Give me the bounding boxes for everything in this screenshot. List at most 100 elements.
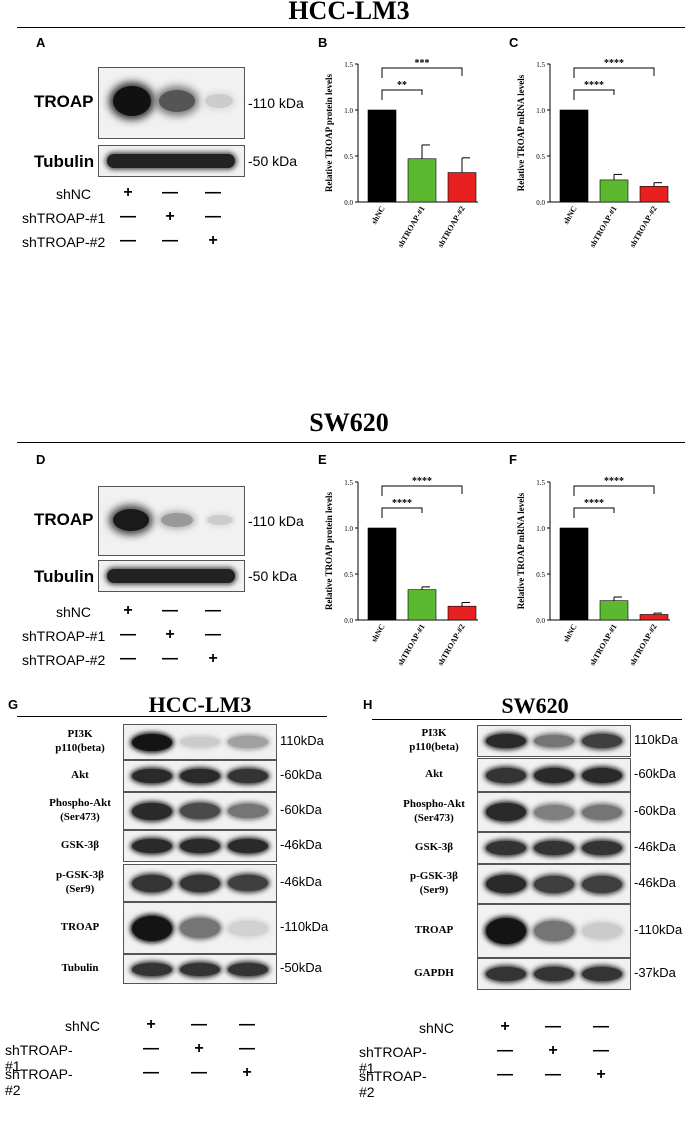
band (132, 769, 172, 783)
y-tick-label: 0.5 (344, 571, 353, 579)
blot-row-label: GSK-3β (414, 841, 454, 853)
x-tick-label: shNC (561, 204, 578, 225)
band (180, 737, 220, 747)
blot-row-label: TROAP (414, 924, 454, 936)
bar-chart-e: 0.0 0.5 1.0 1.5 Relative TROAP protein level… (324, 476, 478, 667)
blot-strip (123, 864, 277, 902)
plus-sign: + (123, 184, 133, 201)
y-axis-label: Relative TROAP protein levels (324, 492, 334, 610)
title-rule-top (17, 27, 685, 28)
plus-sign: + (208, 650, 218, 667)
minus-sign: — (239, 1040, 255, 1057)
plus-sign: + (123, 602, 133, 619)
band (113, 509, 149, 531)
treatment-label: shTROAP-#2 (5, 1066, 73, 1098)
blot-row-label: Tubulin (61, 962, 99, 974)
treat-shnc: shNC (56, 604, 92, 620)
troap-label: TROAP (34, 510, 94, 529)
significance-bracket (381, 67, 463, 78)
kda-label: -110kDa (280, 919, 329, 934)
band (582, 734, 622, 748)
band (486, 841, 526, 855)
treatment-label: shTROAP-#1 (359, 1044, 427, 1076)
panel-label-c: C (509, 35, 519, 50)
minus-sign: — (545, 1066, 561, 1083)
significance-bracket (381, 507, 423, 518)
figure-title-sw620: SW620 (309, 408, 389, 437)
plus-sign: + (548, 1042, 558, 1059)
band (228, 736, 268, 748)
band (228, 875, 268, 891)
panel-label-d: D (36, 452, 46, 467)
minus-sign: — (120, 208, 136, 225)
x-tick-label: shTROAP-#2 (628, 623, 659, 668)
blot-strip (477, 904, 631, 958)
treatment-label: shTROAP-#2 (359, 1068, 427, 1100)
kda-label: -60kDa (634, 803, 676, 818)
kda-50: -50 kDa (248, 153, 298, 169)
blot-row-label: Akt (71, 769, 89, 781)
band (486, 768, 526, 783)
minus-sign: — (497, 1066, 513, 1083)
plus-sign: + (194, 1040, 204, 1057)
blot-strip (123, 760, 277, 792)
minus-sign: — (205, 602, 221, 619)
y-tick-label: 0.0 (344, 617, 353, 625)
kda-label: -37kDa (634, 965, 676, 980)
kda-label: -60kDa (280, 802, 322, 817)
band (228, 921, 268, 936)
band (486, 875, 526, 893)
blot-strip (477, 864, 631, 904)
treat-sh2: shTROAP-#2 (22, 652, 106, 668)
minus-sign: — (593, 1018, 609, 1035)
y-tick-label: 0.5 (536, 153, 545, 161)
band (486, 918, 526, 944)
band (132, 839, 172, 853)
tubulin-label: Tubulin (34, 152, 95, 171)
panel-h-title: SW620 (501, 693, 569, 718)
significance-label: **** (604, 476, 624, 487)
band (582, 805, 622, 820)
band (486, 967, 526, 981)
bar (367, 527, 397, 621)
troap-blot (98, 67, 245, 139)
band (582, 876, 622, 893)
band (180, 769, 220, 783)
y-axis-label: Relative TROAP mRNA levels (516, 492, 526, 609)
minus-sign: — (205, 208, 221, 225)
band (132, 803, 172, 820)
y-tick-label: 1.0 (536, 525, 545, 533)
troap-label: TROAP (34, 92, 94, 111)
blot-strip (477, 792, 631, 832)
kda-label: -46kDa (280, 874, 322, 889)
band (180, 839, 220, 853)
x-tick-label: shTROAP-#2 (436, 205, 467, 250)
bar (407, 158, 437, 203)
bar (599, 600, 629, 621)
band (132, 734, 172, 751)
band (582, 923, 622, 939)
blot-row-label: TROAP (60, 921, 100, 933)
band (161, 513, 193, 527)
band (132, 875, 172, 892)
y-tick-label: 1.0 (344, 525, 353, 533)
significance-bracket (381, 89, 423, 100)
significance-bracket (381, 485, 463, 496)
x-tick-label: shTROAP-#1 (588, 205, 619, 250)
minus-sign: — (143, 1064, 159, 1081)
x-tick-label: shNC (561, 622, 578, 643)
band (180, 963, 220, 976)
y-axis-label: Relative TROAP protein levels (324, 74, 334, 192)
minus-sign: — (162, 650, 178, 667)
minus-sign: — (593, 1042, 609, 1059)
minus-sign: — (162, 602, 178, 619)
minus-sign: — (162, 232, 178, 249)
plus-sign: + (146, 1016, 156, 1033)
blot-strip (477, 832, 631, 864)
blot-strip (123, 902, 277, 954)
plus-sign: + (165, 208, 175, 225)
minus-sign: — (120, 650, 136, 667)
blot-strip (123, 954, 277, 984)
bar (407, 589, 437, 621)
bar-chart-f: 0.0 0.5 1.0 1.5 Relative TROAP mRNA levels sh… (516, 476, 670, 668)
